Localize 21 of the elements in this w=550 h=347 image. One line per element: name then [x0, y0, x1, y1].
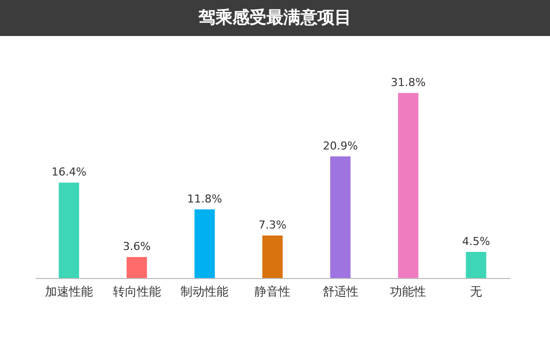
- bar: [262, 236, 283, 278]
- bar: [466, 252, 486, 278]
- bar: [398, 93, 418, 278]
- bar: [330, 156, 351, 278]
- data-label: 31.8%: [390, 76, 426, 89]
- data-label: 4.5%: [462, 234, 490, 248]
- data-label: 16.4%: [51, 166, 86, 179]
- data-label: 11.8%: [187, 192, 222, 206]
- x-tick-label: 静音性: [254, 284, 290, 298]
- x-tick-label: 舒适性: [322, 284, 358, 298]
- x-tick-label: 加速性能: [44, 284, 93, 298]
- x-tick-label: 功能性: [390, 284, 426, 298]
- data-label: 3.6%: [122, 240, 151, 254]
- x-tick-label: 无: [470, 284, 482, 298]
- data-label: 7.3%: [258, 218, 286, 232]
- bar: [194, 209, 215, 278]
- data-label: 20.9%: [322, 139, 358, 152]
- x-tick-label: 制动性能: [180, 284, 229, 298]
- x-tick-label: 转向性能: [112, 284, 161, 298]
- bar: [58, 182, 80, 278]
- bar: [126, 257, 147, 278]
